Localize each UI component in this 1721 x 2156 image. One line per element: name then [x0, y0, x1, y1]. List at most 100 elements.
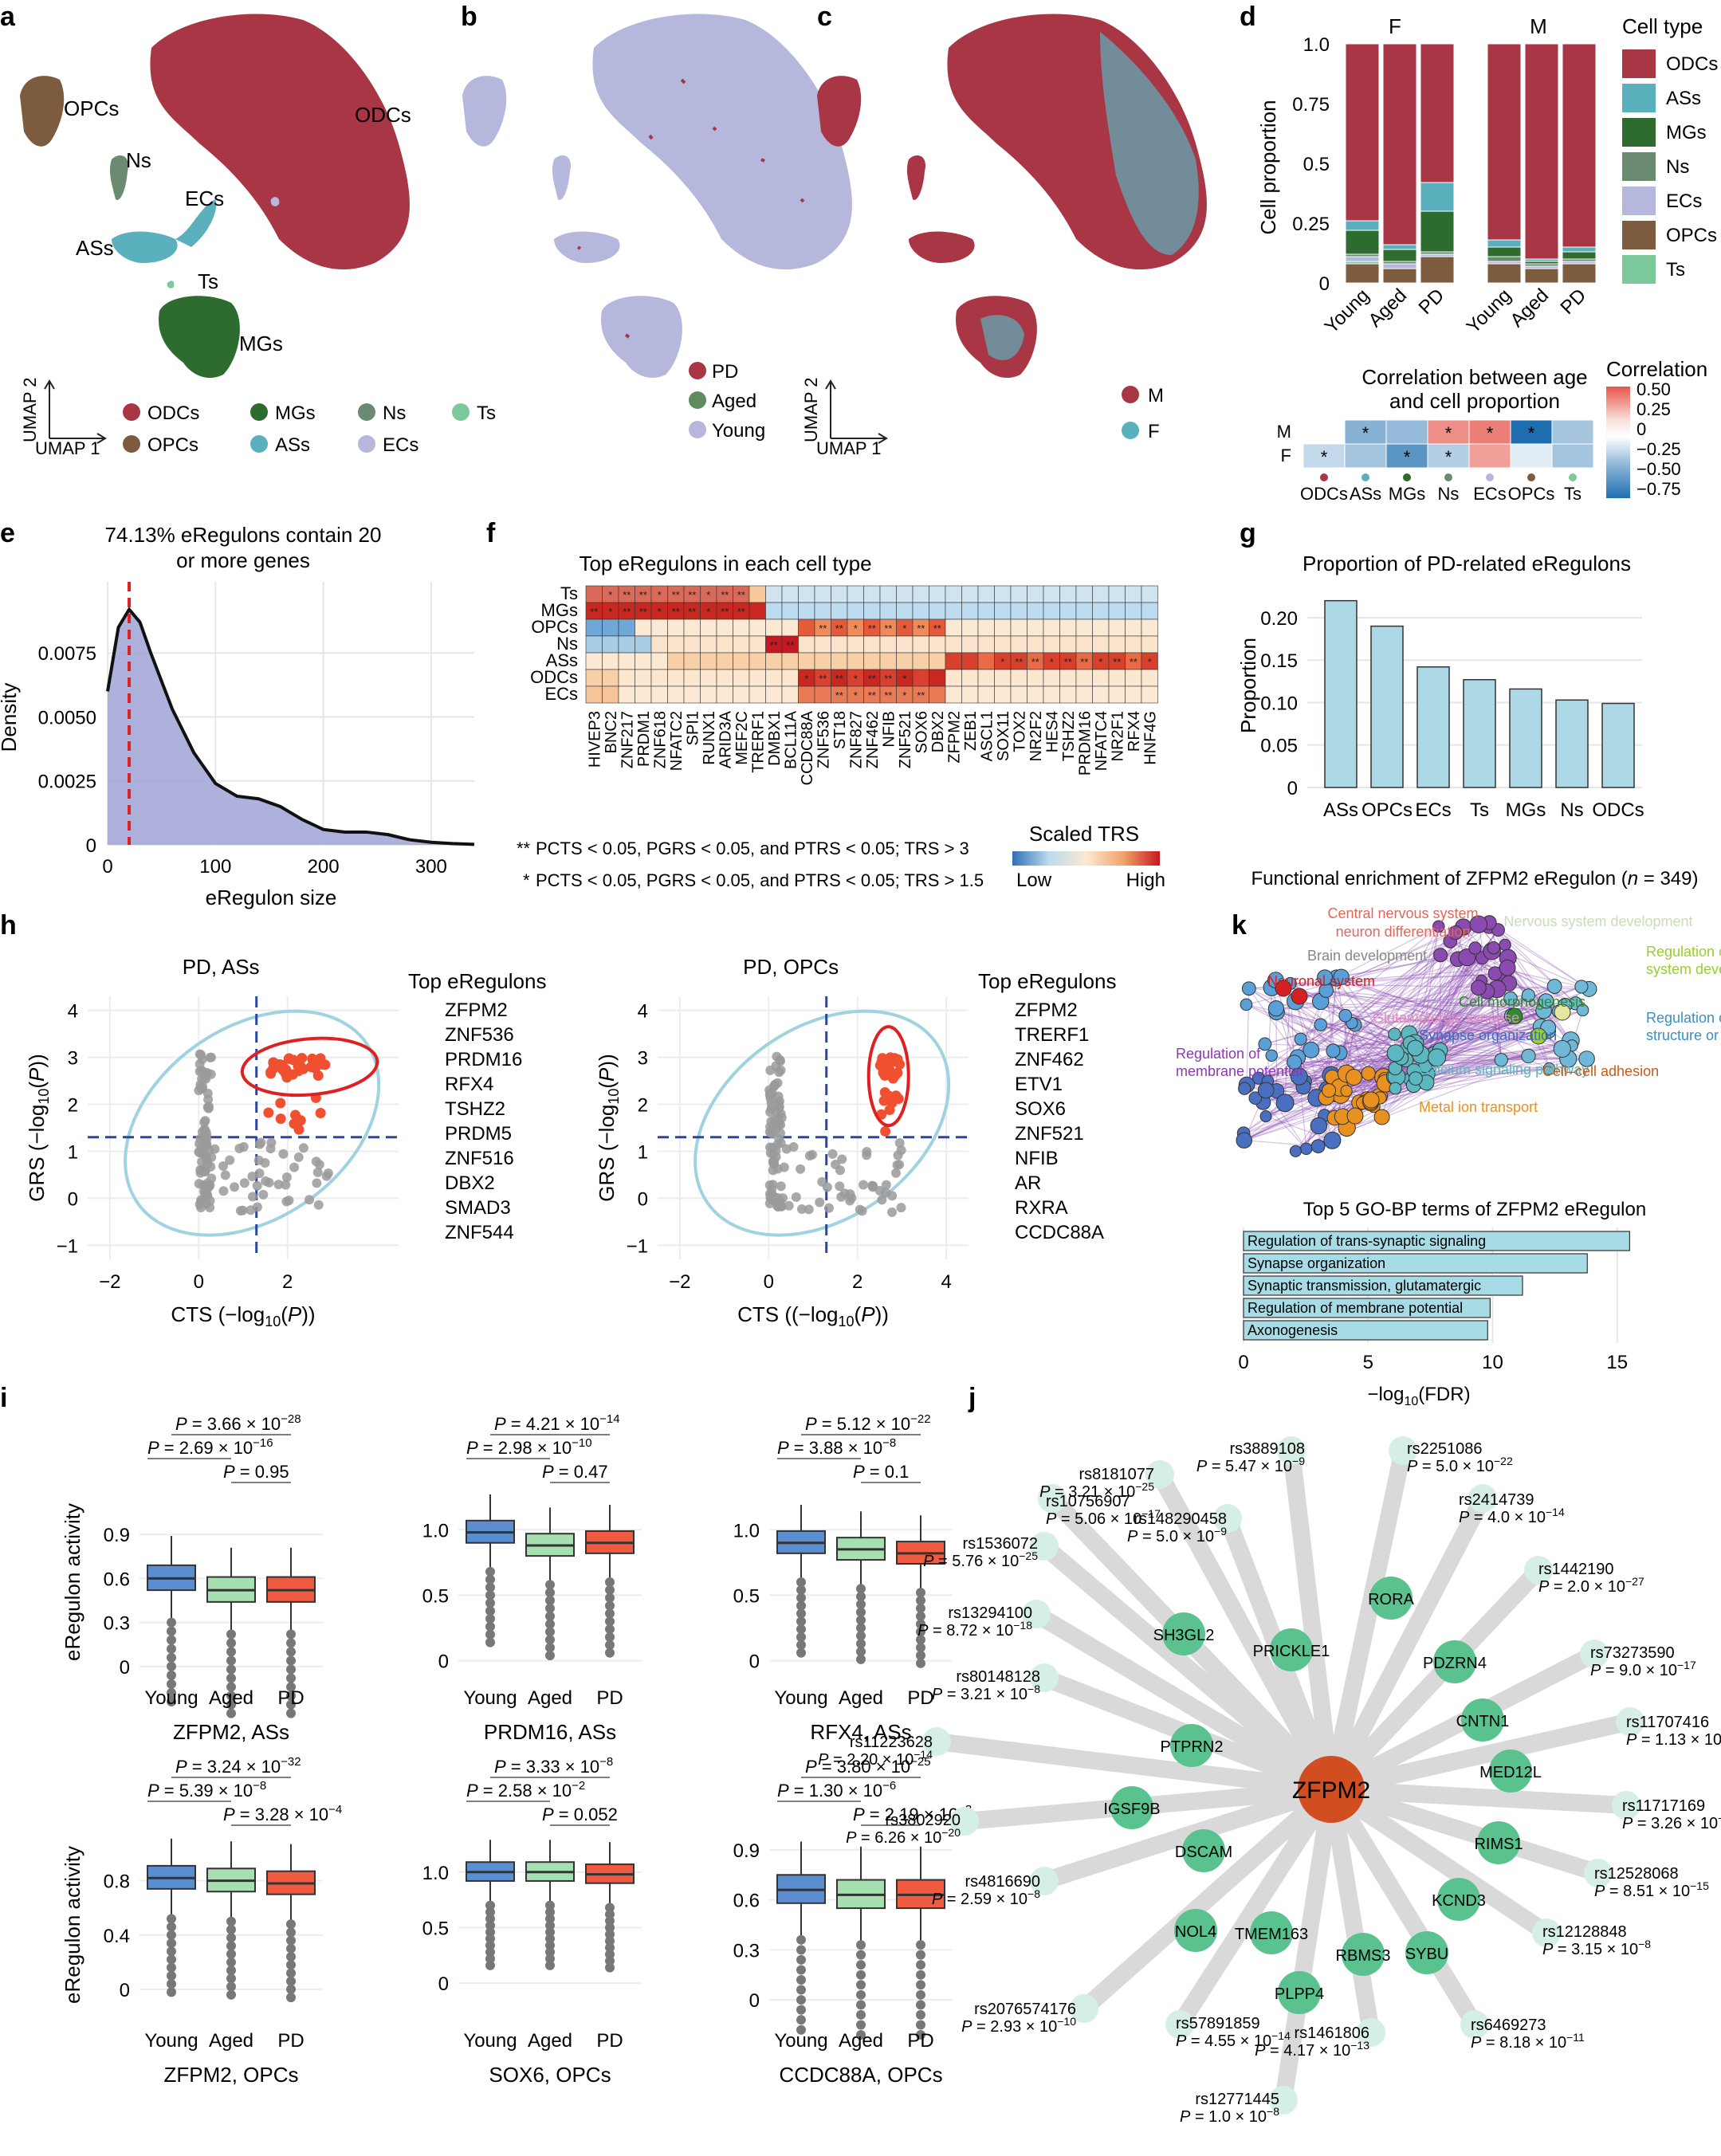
heat-cell: [781, 585, 799, 603]
gene-snp-edge: [1027, 1605, 1340, 1798]
top-eregulon: ZFPM2: [445, 999, 508, 1021]
heat-cell: [1108, 602, 1126, 620]
network-node: [1506, 1007, 1523, 1025]
outlier: [167, 1914, 176, 1924]
network-edge: [1489, 922, 1589, 990]
snp-node: [1389, 1436, 1417, 1465]
panel-label-c: c: [817, 2, 832, 32]
network-edge: [1409, 944, 1506, 1035]
outlier: [167, 1987, 176, 1997]
point-grey: [238, 1205, 248, 1215]
heat-cell: [700, 652, 717, 670]
network-edge: [1457, 959, 1529, 1057]
outlier: [226, 1933, 236, 1943]
heat-cell: [1108, 685, 1126, 704]
network-node: [1546, 979, 1562, 994]
bar-opcs: [1345, 263, 1380, 284]
network-edge: [1276, 957, 1483, 1013]
gene-label: RIMS1: [1474, 1836, 1523, 1853]
tick-label: 0: [1319, 273, 1330, 295]
gene-node: [1182, 1829, 1225, 1872]
row-label: Ts: [560, 583, 578, 603]
network-node: [1538, 993, 1554, 1009]
outlier: [605, 1616, 615, 1627]
network-edge: [1409, 1026, 1542, 1035]
outlier: [286, 1976, 296, 1986]
f-note1: PCTS < 0.05, PGRS < 0.05, and PTRS < 0.0…: [536, 838, 969, 858]
sig-mark: **: [688, 606, 696, 618]
network-edge: [1331, 947, 1495, 1078]
network-edge: [1246, 998, 1511, 1086]
heat-cell: [635, 669, 652, 687]
outlier: [286, 1952, 296, 1962]
outlier: [167, 1954, 176, 1965]
outlier: [226, 1699, 236, 1710]
network-edge: [1284, 941, 1451, 1104]
gene-snp-edge: [1322, 1781, 1607, 1882]
top-eregulon: ZFPM2: [1015, 999, 1078, 1021]
bar-ass: [1324, 599, 1358, 788]
network-edge: [1271, 1054, 1333, 1078]
network-label: Regulation of: [1176, 1046, 1261, 1062]
outlier: [796, 1592, 806, 1603]
heat-cell: [700, 619, 717, 637]
network-edge: [1244, 1098, 1367, 1141]
top-title: Top eRegulons: [408, 969, 546, 993]
heat-cell: [765, 585, 783, 603]
row-label: Ns: [556, 634, 578, 654]
point-grey: [773, 1091, 784, 1102]
heat-cell: [635, 635, 652, 654]
outlier: [856, 1647, 866, 1657]
outlier: [605, 1922, 615, 1933]
point-grey: [894, 1137, 905, 1148]
heat-cell: [961, 685, 979, 704]
col-label: ARID3A: [717, 710, 734, 768]
sig-mark: **: [770, 639, 778, 651]
heat-cell: [912, 669, 929, 687]
h-highlight: [240, 1036, 379, 1098]
gene-label: MED12L: [1479, 1764, 1542, 1781]
p-value: P = 1.30 × 10−6: [777, 1779, 896, 1801]
tick-label: OPCs: [1361, 799, 1413, 821]
go-label: Regulation of trans-synaptic signaling: [1248, 1233, 1486, 1249]
heat-cell: [945, 585, 962, 603]
sig-mark: **: [688, 589, 696, 601]
network-label: Metal ion transport: [1419, 1099, 1538, 1115]
heat-cell: [798, 585, 815, 603]
point-grey: [766, 1103, 776, 1113]
corr-cell: [1303, 419, 1346, 445]
group-label: Aged: [839, 1687, 883, 1709]
heat-cell: [765, 602, 783, 620]
e-ticks: 0.0075 0.0050 0.0025 00 100 200 300: [38, 643, 447, 878]
heat-cell: [847, 635, 864, 654]
corr-col-dot: [1444, 473, 1452, 481]
network-edge: [1488, 925, 1589, 990]
go-label: Synaptic transmission, glutamatergic: [1248, 1278, 1481, 1294]
tick-label: 0.8: [104, 1871, 130, 1893]
e-title-2: or more genes: [176, 548, 310, 572]
heat-cell: [1027, 585, 1044, 603]
outlier: [545, 1900, 555, 1911]
network-node: [1345, 1069, 1362, 1086]
outlier: [796, 2024, 806, 2035]
h-ellipse: [124, 1009, 381, 1237]
sig-mark: *: [902, 689, 906, 701]
sig-mark: *: [854, 673, 858, 685]
bar-opcs: [1370, 625, 1404, 788]
col-label: ZFPM2: [945, 711, 963, 764]
snp-id: rs13294100: [948, 1604, 1032, 1622]
outlier: [485, 1590, 495, 1600]
legend-swatch: [689, 362, 706, 379]
sig-mark: **: [737, 589, 745, 601]
sig-mark: **: [917, 689, 925, 701]
snp-p: P = 3.15 × 10−8: [1542, 1938, 1651, 1958]
point-red: [275, 1098, 286, 1109]
d-ylabel: Cell proportion: [1256, 100, 1280, 234]
network-node: [1275, 980, 1292, 997]
network-node: [1521, 988, 1535, 1003]
network-node: [1346, 1107, 1364, 1125]
outlier: [286, 1927, 296, 1938]
heat-cell: [1092, 602, 1110, 620]
tick-label: −1: [627, 1235, 648, 1257]
outlier: [916, 2030, 925, 2040]
